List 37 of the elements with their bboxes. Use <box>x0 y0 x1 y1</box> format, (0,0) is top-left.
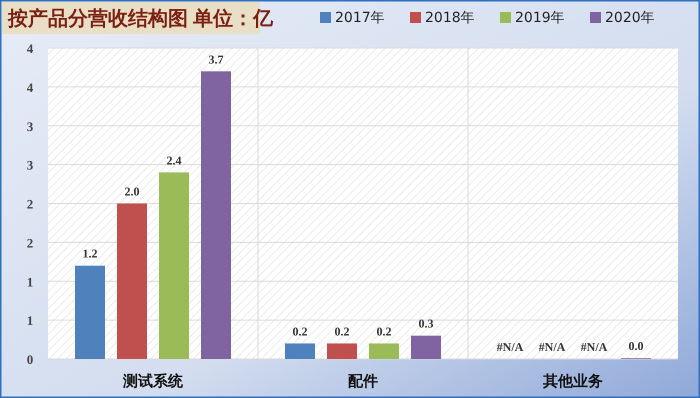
data-label: 2.0 <box>124 184 140 198</box>
text: #N/A <box>580 340 608 354</box>
bar <box>75 266 105 359</box>
x-tick-label: 其他业务 <box>542 372 603 390</box>
data-label: 0.2 <box>376 324 392 338</box>
y-tick-label: 2 <box>26 235 34 250</box>
y-tick-label: 4 <box>26 80 34 95</box>
y-tick-label: 2 <box>26 196 34 212</box>
legend-label: 2017年 <box>335 10 385 26</box>
bar <box>285 343 315 359</box>
bar <box>411 336 441 359</box>
y-tick-label: 3 <box>26 118 34 134</box>
data-label: 3.7 <box>208 52 224 66</box>
bar <box>327 343 357 359</box>
bar <box>159 172 189 359</box>
data-label: 1.2 <box>82 246 98 261</box>
x-tick-label: 配件 <box>348 372 378 390</box>
data-label: 0.3 <box>418 316 434 331</box>
bar <box>117 204 147 359</box>
legend-label: 2019年 <box>515 10 565 26</box>
y-tick-label: 4 <box>26 41 34 56</box>
legend-label: 2018年 <box>425 10 475 26</box>
legend-label: 2020年 <box>605 10 655 26</box>
chart-title: 按产品分营收结构图 单位：亿 <box>7 7 274 30</box>
y-tick-label: 3 <box>26 158 34 173</box>
y-tick-label: 1 <box>26 274 34 290</box>
bar <box>201 71 231 359</box>
bar <box>369 343 399 359</box>
data-label: 2.4 <box>166 153 182 168</box>
x-tick-label: 测试系统 <box>122 372 184 390</box>
data-label: 0.2 <box>334 324 350 338</box>
text: #N/A <box>538 340 566 354</box>
y-tick-label: 0 <box>26 352 34 367</box>
data-label: 0.0 <box>628 339 644 354</box>
y-tick-label: 1 <box>26 313 34 328</box>
text: #N/A <box>496 340 524 354</box>
data-label: 0.2 <box>292 324 308 338</box>
